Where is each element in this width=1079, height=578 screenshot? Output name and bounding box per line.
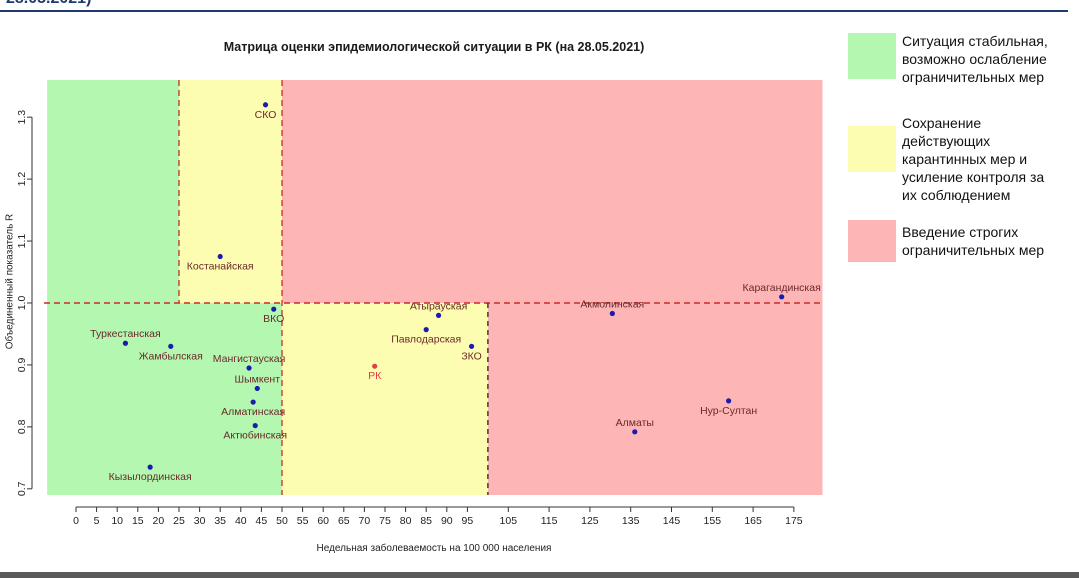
point-label-16: Нур-Султан — [700, 405, 757, 417]
point-2 — [271, 306, 277, 312]
point-5 — [246, 365, 252, 371]
point-7 — [250, 399, 256, 405]
point-label-11: Атырауская — [410, 300, 467, 312]
x-tick-label-6: 30 — [194, 515, 206, 527]
x-tick-label-8: 40 — [235, 515, 247, 527]
point-label-15: Карагандинская — [743, 282, 821, 294]
point-10 — [372, 363, 378, 369]
point-label-6: Шымкент — [234, 373, 280, 385]
header-rule — [0, 10, 1068, 12]
point-label-12: Павлодарская — [391, 334, 461, 346]
zone-3 — [282, 302, 488, 495]
x-tick-label-23: 135 — [622, 515, 640, 527]
point-label-5: Мангистауская — [213, 353, 286, 365]
zone-2 — [179, 80, 282, 303]
point-label-1: Костанайская — [187, 261, 254, 273]
x-tick-label-10: 50 — [276, 515, 288, 527]
point-label-2: ВКО — [263, 313, 284, 325]
point-14 — [609, 310, 615, 317]
point-0 — [262, 102, 269, 108]
chart-title: Матрица оценки эпидемиологической ситуац… — [223, 40, 645, 54]
legend-swatch-green — [848, 33, 896, 79]
legend-text-strict: Введение строгих ограничительных мер — [902, 224, 1045, 258]
point-17 — [632, 429, 638, 435]
x-tick-label-22: 125 — [581, 515, 599, 527]
x-tick-label-4: 20 — [153, 515, 165, 527]
point-8 — [252, 423, 258, 429]
point-label-8: Актюбинская — [223, 430, 287, 442]
point-9 — [147, 464, 153, 470]
x-tick-label-26: 165 — [744, 515, 762, 527]
zone-5 — [487, 302, 823, 495]
y-tick-label-1: 0.8 — [16, 419, 28, 434]
point-12 — [423, 327, 429, 333]
point-16 — [726, 398, 732, 404]
point-1 — [217, 253, 223, 260]
point-label-0: СКО — [255, 109, 277, 121]
x-tick-label-0: 0 — [73, 515, 79, 527]
x-tick-label-20: 105 — [500, 515, 518, 527]
y-tick-label-5: 1.2 — [16, 172, 28, 187]
x-axis-label: Недельная заболеваемость на 100 000 насе… — [316, 543, 552, 554]
legend-swatch-red — [848, 220, 896, 262]
y-tick-label-0: 0.7 — [16, 481, 28, 496]
header-fragment: 28.05.2021) — [0, 0, 160, 8]
point-4 — [168, 343, 174, 349]
point-label-9: Кызылординская — [109, 471, 192, 483]
x-tick-label-24: 145 — [663, 515, 681, 527]
bottom-bar — [0, 572, 1079, 578]
zone-1 — [47, 80, 179, 303]
point-label-10: РК — [368, 370, 382, 382]
point-label-4: Жамбылская — [139, 350, 203, 362]
point-label-7: Алматинская — [221, 406, 285, 418]
point-13 — [468, 343, 475, 349]
legend-text-keep: Сохранение действующих карантинных мер и ус… — [902, 115, 1045, 203]
x-tick-label-2: 10 — [111, 515, 123, 527]
point-11 — [435, 312, 442, 318]
x-tick-label-18: 90 — [441, 515, 453, 527]
zone-4 — [282, 80, 823, 303]
legend-swatch-yellow — [848, 126, 896, 172]
point-label-3: Туркестанская — [90, 328, 161, 340]
x-tick-label-17: 85 — [420, 515, 432, 527]
point-label-14: Акмолинская — [580, 299, 644, 311]
x-tick-label-21: 115 — [541, 515, 558, 527]
point-15 — [779, 294, 785, 300]
chart-plot: 0 5 10 15 20 25 30 35 40 45 50 55 60 65 70 75 80 85 90 95 10… — [16, 80, 824, 527]
point-3 — [122, 340, 129, 346]
x-tick-label-9: 45 — [256, 515, 268, 527]
x-tick-label-27: 175 — [785, 515, 803, 527]
point-6 — [254, 385, 260, 392]
x-tick-label-3: 15 — [132, 515, 144, 527]
point-label-13: ЗКО — [461, 350, 482, 362]
y-tick-label-4: 1.1 — [16, 234, 28, 249]
x-tick-label-13: 65 — [338, 515, 350, 527]
y-tick-label-3: 1.0 — [16, 296, 28, 311]
x-tick-label-14: 70 — [359, 515, 371, 527]
zone-0 — [47, 302, 282, 495]
y-tick-label-2: 0.9 — [16, 357, 28, 372]
x-tick-label-25: 155 — [704, 515, 722, 527]
x-tick-label-11: 55 — [297, 515, 309, 527]
x-tick-label-5: 25 — [173, 515, 185, 527]
x-tick-label-12: 60 — [317, 515, 329, 527]
y-tick-label-6: 1.3 — [16, 110, 28, 125]
x-tick-label-7: 35 — [214, 515, 226, 527]
x-tick-label-15: 75 — [379, 515, 391, 527]
x-tick-label-1: 5 — [94, 515, 100, 527]
point-label-17: Алматы — [616, 417, 654, 429]
x-tick-label-16: 80 — [400, 515, 412, 527]
x-tick-label-19: 95 — [462, 515, 474, 527]
legend-text-stable: Ситуация стабильная, возможно ослабление о… — [902, 33, 1048, 85]
